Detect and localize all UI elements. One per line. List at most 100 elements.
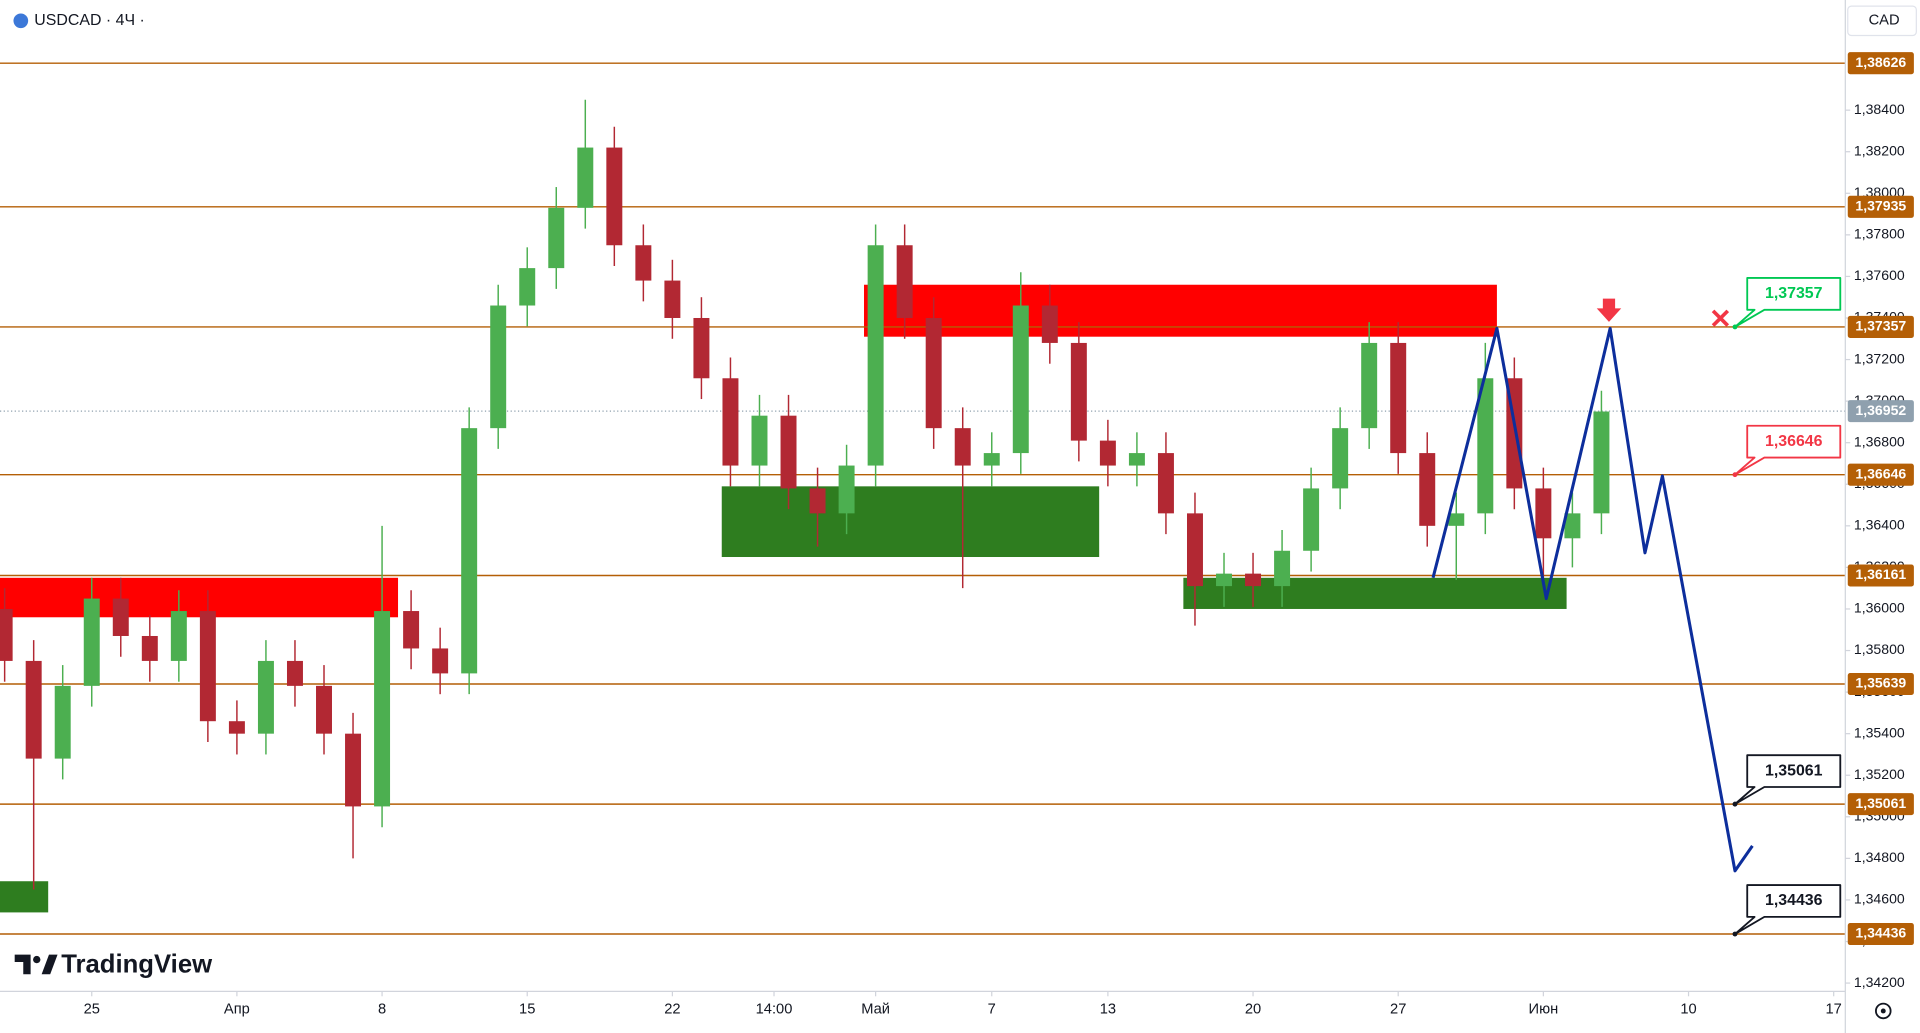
y-tick-label: 1,37200	[1854, 350, 1905, 366]
callout-box	[1734, 754, 1842, 806]
candle-body	[577, 147, 594, 208]
candle-body	[1099, 440, 1116, 466]
candle-body	[345, 733, 362, 807]
candle-body	[1070, 342, 1087, 441]
y-tick-label: 1,35200	[1854, 766, 1905, 782]
candle-body	[896, 245, 913, 318]
candle-body	[1390, 342, 1407, 454]
candle-body	[983, 453, 1000, 466]
callout-box	[1734, 424, 1842, 476]
callout-label: 1,37357	[1765, 285, 1823, 302]
candle-body	[286, 660, 303, 686]
callout-box	[1734, 884, 1842, 935]
candle-body	[1448, 513, 1465, 526]
candle-body	[1361, 342, 1378, 429]
x-tick-label: 13	[1100, 1002, 1116, 1018]
level-label-bg	[1847, 195, 1914, 218]
symbol-title: USDCAD · 4Ч ·	[34, 12, 144, 29]
sell-arrow	[1596, 298, 1622, 322]
candle-body	[519, 268, 536, 306]
candle-body	[809, 488, 826, 514]
level-label: 1,35061	[1855, 795, 1906, 811]
level-label-bg	[1847, 923, 1914, 946]
level-label: 1,36646	[1855, 465, 1906, 481]
x-tick-label: Май	[861, 1002, 890, 1018]
y-tick-label: 1,38200	[1854, 142, 1905, 158]
y-tick-label: 1,34600	[1854, 891, 1905, 907]
candle-body	[635, 245, 652, 281]
candle-body	[780, 415, 797, 489]
x-tick-label: 17	[1826, 1002, 1842, 1018]
candle-body	[722, 378, 739, 466]
x-tick-label: Июн	[1529, 1002, 1559, 1018]
flag-icon	[13, 13, 29, 29]
candle-body	[25, 660, 42, 759]
level-label-bg	[1847, 463, 1914, 486]
x-tick-label: 7	[988, 1002, 996, 1018]
candle-body	[112, 598, 129, 636]
level-label-bg	[1847, 315, 1914, 338]
y-tick-label: 1,37800	[1854, 226, 1905, 242]
zone	[1183, 577, 1567, 609]
currency-label[interactable]: CAD	[1869, 13, 1900, 29]
candle-body	[1041, 305, 1058, 343]
candle-body	[1157, 453, 1174, 514]
candle-body	[54, 685, 71, 759]
level-label-bg	[1847, 564, 1914, 587]
zone	[721, 486, 1100, 558]
candle-body	[0, 608, 13, 661]
candle-body	[954, 428, 971, 466]
callout-label: 1,34436	[1765, 892, 1823, 909]
level-label: 1,38626	[1855, 54, 1906, 70]
candle-body	[141, 635, 158, 661]
brand-logo	[14, 954, 58, 975]
candle-body	[1535, 488, 1552, 539]
candle-body	[1303, 488, 1320, 551]
x-tick-label: Апр	[224, 1002, 250, 1018]
candle-body	[403, 611, 420, 649]
candle-body	[1477, 378, 1494, 514]
plot-area	[0, 62, 1846, 935]
level-label-bg	[1847, 793, 1914, 816]
level-label-bg	[1847, 52, 1914, 75]
candle-body	[664, 280, 681, 318]
y-tick-label: 1,35800	[1854, 641, 1905, 657]
x-tick-label: 27	[1390, 1002, 1406, 1018]
x-tick-label: 8	[378, 1002, 386, 1018]
candle-body	[751, 415, 768, 466]
x-tick-label: 22	[664, 1002, 680, 1018]
candle-body	[838, 465, 855, 514]
last-price-label: 1,36952	[1855, 402, 1906, 418]
candle-body	[925, 317, 942, 429]
level-label: 1,34436	[1855, 925, 1906, 941]
zone	[864, 284, 1497, 337]
candle-body	[374, 611, 391, 807]
candle-body	[1012, 305, 1029, 454]
candle-body	[316, 685, 332, 734]
candle-body	[1332, 428, 1349, 489]
y-tick-label: 1,35400	[1854, 724, 1905, 740]
settings-icon[interactable]	[1875, 1002, 1892, 1020]
y-tick-label: 1,38400	[1854, 101, 1905, 117]
candle-body	[693, 317, 710, 379]
y-tick-label: 1,34800	[1854, 849, 1905, 865]
x-tick-label: 14:00	[756, 1002, 793, 1018]
level-label: 1,37357	[1855, 318, 1906, 334]
cross-marker	[1711, 309, 1730, 327]
candle-body	[867, 245, 884, 466]
level-label-bg	[1847, 672, 1914, 696]
candle-body	[1593, 411, 1610, 514]
zone	[0, 881, 49, 913]
currency-button[interactable]	[1847, 5, 1917, 37]
candle-body	[1245, 573, 1262, 587]
level-label: 1,36161	[1855, 566, 1906, 582]
y-tick-label: 1,37600	[1854, 267, 1905, 283]
last-price-bg	[1847, 400, 1914, 423]
y-tick-label: 1,36000	[1854, 600, 1905, 616]
candle-body	[461, 428, 478, 674]
candle-body	[1274, 550, 1291, 587]
x-tick-label: 25	[84, 1002, 100, 1018]
y-tick-label: 1,36800	[1854, 433, 1905, 449]
